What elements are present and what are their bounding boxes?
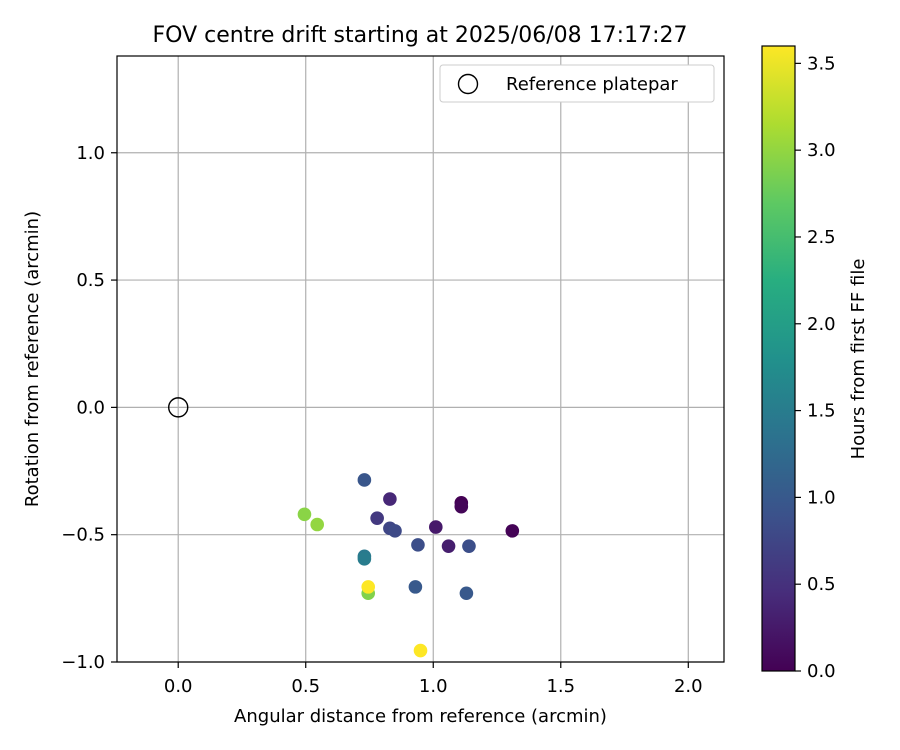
scatter-point (505, 524, 520, 538)
scatter-point (413, 643, 428, 658)
legend-label-reference: Reference platepar (506, 74, 678, 95)
y-axis-label: Rotation from reference (arcmin) (22, 211, 43, 507)
scatter-point (383, 492, 397, 506)
y-tick-label: 0.5 (76, 270, 105, 291)
reference-marker (168, 397, 189, 418)
chart-title: FOV centre drift starting at 2025/06/08 … (153, 23, 688, 48)
plot-frame (116, 55, 725, 663)
x-axis-label: Angular distance from reference (arcmin) (234, 706, 607, 727)
scatter-point (357, 552, 372, 566)
y-tick-label: −1.0 (61, 652, 105, 673)
scatter-point (310, 517, 325, 532)
y-tick-label: −0.5 (61, 525, 105, 546)
legend-marker-reference (457, 73, 479, 95)
legend-box (439, 64, 715, 103)
y-tick-label: 0.0 (76, 397, 105, 418)
scatter-point (454, 499, 469, 514)
colorbar-tick-label: 0.0 (807, 661, 836, 682)
x-tick-label: 1.0 (419, 676, 448, 697)
colorbar-tick-label: 3.5 (807, 53, 836, 74)
colorbar: 0.0 0.5 1.0 1.5 2.0 2.5 3.0 3.5 Hours from firs… (761, 45, 869, 682)
reference-platepar-point (168, 397, 189, 418)
legend: Reference platepar (439, 64, 715, 103)
x-tick-label: 0.0 (164, 676, 193, 697)
colorbar-tick-label: 2.0 (807, 314, 836, 335)
data-points (297, 473, 520, 658)
x-tick-label: 2.0 (674, 676, 703, 697)
colorbar-tick-label: 2.5 (807, 227, 836, 248)
scatter-point (361, 580, 376, 594)
colorbar-ticks: 0.0 0.5 1.0 1.5 2.0 2.5 3.0 3.5 (795, 53, 836, 682)
scatter-point (357, 473, 372, 487)
colorbar-tick-label: 1.5 (807, 401, 836, 422)
scatter-point (462, 539, 476, 553)
scatter-point (370, 511, 384, 525)
colorbar-label: Hours from first FF file (848, 259, 869, 460)
colorbar-gradient (761, 45, 796, 672)
colorbar-tick-label: 3.0 (807, 140, 836, 161)
scatter-point (297, 507, 312, 522)
scatter-point (411, 538, 425, 552)
scatter-point (429, 520, 443, 534)
x-tick-label: 0.5 (291, 676, 320, 697)
x-tick-label: 1.5 (546, 676, 575, 697)
colorbar-tick-label: 1.0 (807, 487, 836, 508)
colorbar-tick-label: 0.5 (807, 574, 836, 595)
x-axis-ticks: 0.0 0.5 1.0 1.5 2.0 (164, 662, 703, 697)
scatter-point (408, 580, 423, 594)
scatter-point (441, 539, 456, 553)
y-tick-label: 1.0 (76, 143, 105, 164)
scatter-point (459, 586, 474, 601)
scatter-point (388, 524, 402, 538)
y-axis-ticks: −1.0 −0.5 0.0 0.5 1.0 (61, 143, 117, 673)
grid-lines (117, 56, 724, 663)
